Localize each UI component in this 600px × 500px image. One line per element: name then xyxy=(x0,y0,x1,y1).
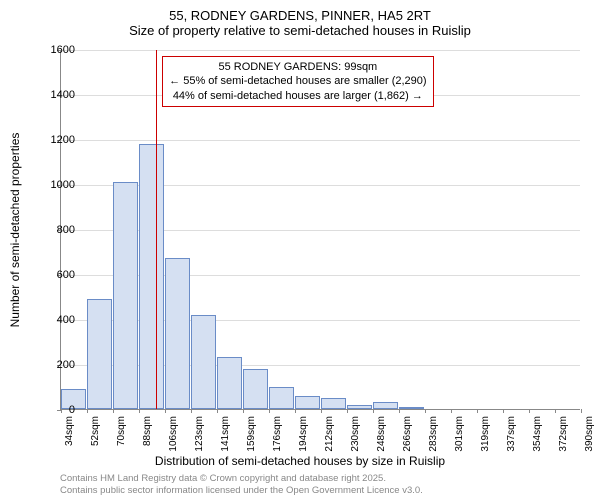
xtick-mark xyxy=(269,409,270,413)
xtick-mark xyxy=(555,409,556,413)
xtick-label: 230sqm xyxy=(350,416,361,452)
footer-line1: Contains HM Land Registry data © Crown c… xyxy=(60,473,423,484)
xtick-label: 390sqm xyxy=(584,416,595,452)
ytick-label: 1400 xyxy=(35,89,75,101)
histogram-bar xyxy=(113,182,138,409)
histogram-bar xyxy=(139,144,164,410)
histogram-bar xyxy=(347,405,372,409)
xtick-label: 354sqm xyxy=(532,416,543,452)
xtick-label: 372sqm xyxy=(558,416,569,452)
ytick-label: 0 xyxy=(35,404,75,416)
xtick-mark xyxy=(451,409,452,413)
xtick-mark xyxy=(425,409,426,413)
histogram-bar xyxy=(373,402,398,409)
histogram-bar xyxy=(191,315,216,410)
chart-title-line1: 55, RODNEY GARDENS, PINNER, HA5 2RT xyxy=(0,0,600,23)
xtick-label: 248sqm xyxy=(376,416,387,452)
callout-line3: 44% of semi-detached houses are larger (… xyxy=(169,89,426,103)
xtick-mark xyxy=(399,409,400,413)
y-axis-label: Number of semi-detached properties xyxy=(8,80,22,380)
gridline xyxy=(61,50,580,51)
callout-line2: ← 55% of semi-detached houses are smalle… xyxy=(169,74,426,88)
xtick-label: 52sqm xyxy=(90,416,101,446)
footer-attribution: Contains HM Land Registry data © Crown c… xyxy=(60,473,423,496)
ytick-label: 800 xyxy=(35,224,75,236)
ytick-label: 1600 xyxy=(35,44,75,56)
xtick-label: 141sqm xyxy=(220,416,231,452)
xtick-label: 212sqm xyxy=(324,416,335,452)
xtick-mark xyxy=(373,409,374,413)
x-axis-label: Distribution of semi-detached houses by … xyxy=(0,454,600,468)
xtick-mark xyxy=(477,409,478,413)
xtick-label: 159sqm xyxy=(246,416,257,452)
xtick-label: 70sqm xyxy=(116,416,127,446)
xtick-mark xyxy=(529,409,530,413)
xtick-label: 319sqm xyxy=(480,416,491,452)
plot-area: 55 RODNEY GARDENS: 99sqm← 55% of semi-de… xyxy=(60,50,580,410)
callout-line1: 55 RODNEY GARDENS: 99sqm xyxy=(169,60,426,74)
ytick-label: 600 xyxy=(35,269,75,281)
ytick-label: 1200 xyxy=(35,134,75,146)
ytick-label: 200 xyxy=(35,359,75,371)
xtick-mark xyxy=(295,409,296,413)
xtick-label: 34sqm xyxy=(64,416,75,446)
histogram-bar xyxy=(87,299,112,409)
callout-box: 55 RODNEY GARDENS: 99sqm← 55% of semi-de… xyxy=(162,56,433,107)
xtick-mark xyxy=(139,409,140,413)
xtick-mark xyxy=(191,409,192,413)
chart-container: 55, RODNEY GARDENS, PINNER, HA5 2RT Size… xyxy=(0,0,600,500)
xtick-label: 88sqm xyxy=(142,416,153,446)
xtick-mark xyxy=(347,409,348,413)
xtick-label: 123sqm xyxy=(194,416,205,452)
histogram-bar xyxy=(243,369,268,410)
ytick-label: 1000 xyxy=(35,179,75,191)
histogram-bar xyxy=(321,398,346,409)
histogram-bar xyxy=(165,258,190,409)
histogram-bar xyxy=(295,396,320,410)
xtick-mark xyxy=(243,409,244,413)
xtick-label: 337sqm xyxy=(506,416,517,452)
xtick-mark xyxy=(217,409,218,413)
xtick-label: 106sqm xyxy=(168,416,179,452)
footer-line2: Contains public sector information licen… xyxy=(60,485,423,496)
reference-line xyxy=(156,50,157,409)
xtick-label: 176sqm xyxy=(272,416,283,452)
ytick-label: 400 xyxy=(35,314,75,326)
xtick-mark xyxy=(87,409,88,413)
xtick-label: 301sqm xyxy=(454,416,465,452)
xtick-mark xyxy=(503,409,504,413)
chart-title-line2: Size of property relative to semi-detach… xyxy=(0,23,600,42)
histogram-bar xyxy=(269,387,294,410)
histogram-bar xyxy=(399,407,424,409)
gridline xyxy=(61,140,580,141)
xtick-label: 194sqm xyxy=(298,416,309,452)
xtick-mark xyxy=(165,409,166,413)
xtick-label: 266sqm xyxy=(402,416,413,452)
xtick-mark xyxy=(581,409,582,413)
xtick-label: 283sqm xyxy=(428,416,439,452)
xtick-mark xyxy=(321,409,322,413)
histogram-bar xyxy=(217,357,242,409)
xtick-mark xyxy=(113,409,114,413)
